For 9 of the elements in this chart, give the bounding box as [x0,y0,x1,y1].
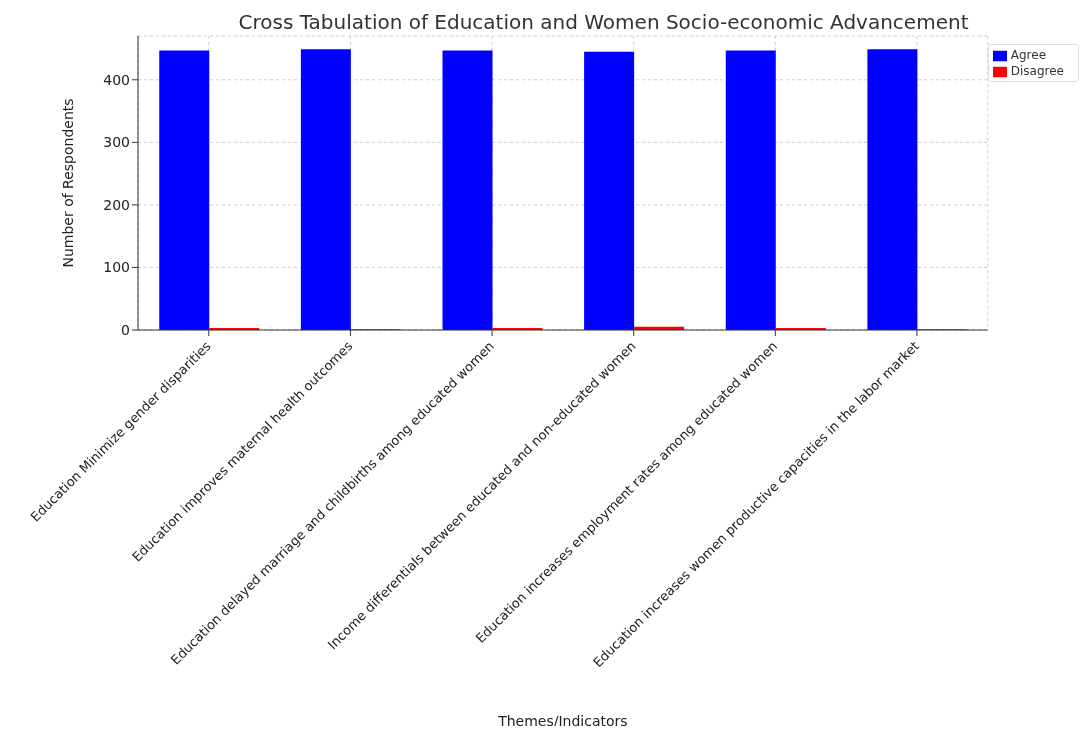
legend-label: Agree [1010,48,1047,62]
y-tick-label: 200 [103,196,130,213]
y-tick-label: 400 [103,71,130,88]
y-tick-label: 100 [103,259,130,276]
y-tick-label: 0 [121,321,130,338]
chart-title: Cross Tabulation of Education and Women Socio-economic Advancement [237,10,970,34]
y-axis-title: Number of Respondents [59,98,76,268]
legend-label: Disagree [1010,64,1064,78]
y-tick-label: 300 [103,134,130,151]
